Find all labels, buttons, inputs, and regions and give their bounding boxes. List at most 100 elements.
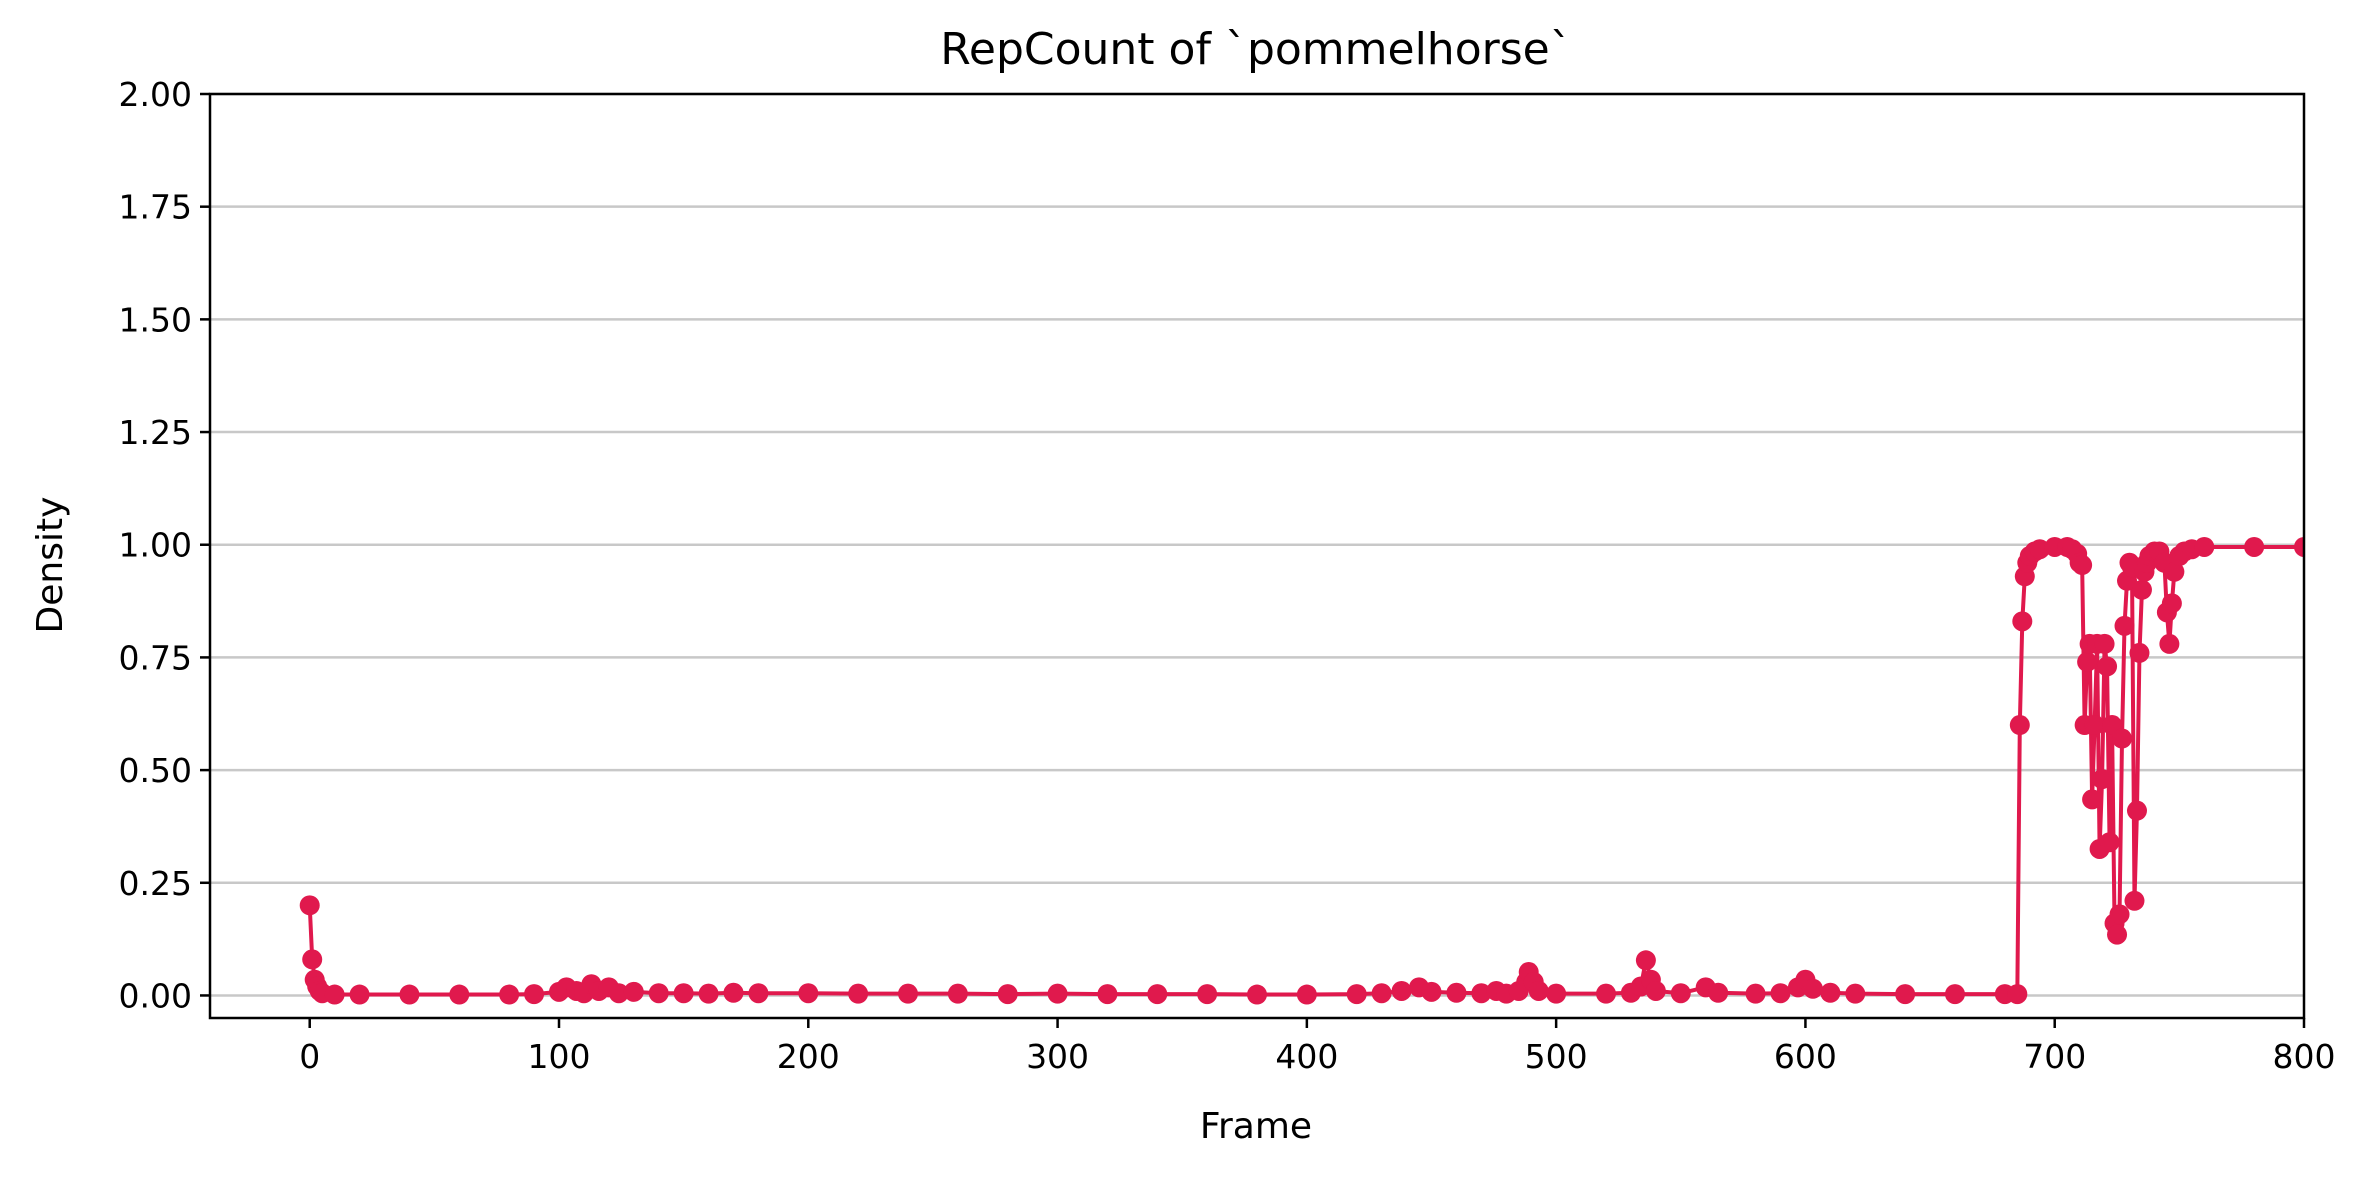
data-point <box>947 983 968 1004</box>
data-point <box>2094 633 2115 654</box>
y-axis-ticks: 0.00 0.25 0.50 0.75 1.00 1.25 1.50 1.75 2.00 <box>119 75 210 1015</box>
chart-title: RepCount of `pommelhorse` <box>940 24 1571 75</box>
data-point <box>798 983 819 1004</box>
data-point <box>1635 950 1656 971</box>
data-point <box>748 983 769 1004</box>
data-point <box>848 983 869 1004</box>
data-point <box>2159 633 2180 654</box>
data-point <box>2131 579 2152 600</box>
data-point <box>1895 984 1916 1005</box>
data-point <box>2012 611 2033 632</box>
data-point <box>2009 715 2030 736</box>
data-point <box>1097 984 1118 1005</box>
data-point <box>2007 984 2028 1005</box>
data-point <box>2114 615 2135 636</box>
data-point <box>1745 983 1766 1004</box>
data-point <box>1802 978 1823 999</box>
data-point <box>2244 536 2265 557</box>
data-point <box>723 982 744 1003</box>
x-tick-label: 600 <box>1774 1037 1837 1076</box>
x-tick-label: 700 <box>2023 1037 2086 1076</box>
data-point <box>2129 642 2150 663</box>
data-point <box>898 983 918 1004</box>
data-point <box>1528 980 1549 1001</box>
data-point <box>2072 555 2093 576</box>
grid-lines <box>210 92 2304 997</box>
data-point <box>2107 924 2128 945</box>
data-point <box>1820 982 1841 1003</box>
y-tick-label: 0.00 <box>119 976 192 1015</box>
data-point <box>1546 983 1567 1004</box>
data-point <box>524 984 545 1005</box>
data-point <box>2029 539 2050 560</box>
y-tick-label: 1.25 <box>119 413 192 452</box>
data-point <box>302 949 323 970</box>
data-point <box>499 984 520 1005</box>
data-point <box>1346 984 1367 1005</box>
data-point <box>1247 984 1267 1005</box>
data-point <box>399 984 420 1005</box>
data-point <box>1446 982 1467 1003</box>
series-density <box>299 536 2304 1005</box>
data-point <box>2126 800 2147 821</box>
y-tick-label: 1.50 <box>119 300 192 339</box>
data-point <box>2084 715 2105 736</box>
data-point <box>2294 536 2304 557</box>
data-point <box>2164 561 2185 582</box>
y-tick-label: 0.50 <box>119 751 192 790</box>
data-point <box>349 984 370 1005</box>
data-point <box>1596 983 1616 1004</box>
data-point <box>2124 890 2145 911</box>
data-point <box>2097 656 2118 677</box>
y-axis-label: Density <box>30 497 71 634</box>
data-point <box>1645 980 1666 1001</box>
data-point <box>1391 980 1412 1001</box>
data-point <box>2082 789 2103 810</box>
plot-frame <box>208 92 2306 1020</box>
data-point <box>1047 983 1068 1004</box>
data-point <box>1371 983 1392 1004</box>
data-point <box>1421 981 1442 1002</box>
data-point <box>608 983 629 1004</box>
data-point <box>2194 536 2215 557</box>
data-point <box>1708 982 1729 1003</box>
data-point <box>1845 983 1866 1004</box>
data-point <box>299 895 320 916</box>
x-axis-label: Frame <box>1200 1106 1312 1147</box>
y-tick-label: 1.75 <box>119 188 192 227</box>
x-tick-label: 200 <box>777 1037 840 1076</box>
data-point <box>997 984 1018 1005</box>
data-point <box>2112 728 2133 749</box>
y-tick-label: 2.00 <box>119 75 192 114</box>
y-tick-label: 1.00 <box>119 526 192 565</box>
data-point <box>1670 983 1691 1004</box>
data-point <box>2077 651 2098 672</box>
data-point <box>623 981 644 1002</box>
y-tick-label: 0.75 <box>119 638 192 677</box>
data-point <box>449 984 470 1005</box>
data-point <box>1147 984 1168 1005</box>
data-point <box>2099 832 2120 853</box>
x-tick-label: 400 <box>1275 1037 1338 1076</box>
data-point <box>1471 983 1492 1004</box>
data-point <box>1770 983 1791 1004</box>
x-tick-label: 300 <box>1026 1037 1089 1076</box>
x-tick-label: 500 <box>1525 1037 1588 1076</box>
data-point <box>648 983 669 1004</box>
x-axis-ticks: 0 100 200 300 400 500 600 700 800 <box>299 1018 2336 1076</box>
data-point <box>698 983 719 1004</box>
data-point <box>2161 593 2182 614</box>
x-tick-label: 800 <box>2273 1037 2336 1076</box>
data-point <box>2109 904 2130 925</box>
data-point <box>1945 984 1965 1005</box>
data-point <box>324 984 345 1005</box>
data-point <box>1296 984 1317 1005</box>
data-point <box>1197 984 1218 1005</box>
x-tick-label: 100 <box>528 1037 591 1076</box>
y-tick-label: 0.25 <box>119 864 192 903</box>
data-point <box>2092 769 2113 790</box>
data-point <box>673 983 694 1004</box>
series-layer <box>299 536 2304 1005</box>
